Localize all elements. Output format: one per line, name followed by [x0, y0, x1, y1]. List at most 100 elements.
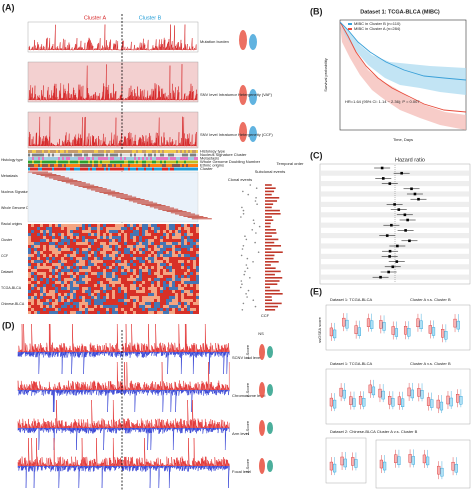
ccf-bar	[265, 248, 272, 250]
heat-cell	[121, 254, 124, 257]
annotation-cell	[146, 150, 148, 153]
heat-cell	[133, 293, 136, 296]
title: Hazard ratio	[395, 157, 425, 163]
heat-cell	[118, 293, 121, 296]
ccf-bar	[265, 235, 272, 237]
heat-cell	[154, 248, 157, 251]
heat-cell	[97, 257, 100, 260]
heat-cell	[88, 245, 91, 248]
box	[391, 398, 395, 407]
annotation-cell	[130, 164, 132, 167]
heat-cell	[160, 278, 163, 281]
heat-cell	[43, 278, 46, 281]
heat-cell	[184, 251, 187, 254]
heat-cell	[73, 287, 76, 290]
annotation-cell	[160, 160, 162, 164]
heat-cell	[67, 302, 70, 305]
heat-cell	[127, 272, 130, 275]
heat-cell	[190, 263, 193, 266]
heat-cell	[175, 245, 178, 248]
heat-cell	[160, 293, 163, 296]
heat-cell	[181, 245, 184, 248]
annotation-cell	[120, 164, 122, 167]
annotation-cell	[52, 150, 54, 153]
heat-cell	[115, 302, 118, 305]
heat-cell	[169, 266, 172, 269]
heat-cell	[169, 242, 172, 245]
heat-cell	[148, 245, 151, 248]
heat-cell	[151, 251, 154, 254]
heat-cell	[118, 239, 121, 242]
heat-cell	[193, 260, 196, 263]
heat-cell	[145, 260, 148, 263]
heat-cell	[97, 236, 100, 239]
heat-cell	[79, 251, 82, 254]
heat-cell	[151, 311, 154, 314]
heat-cell	[34, 236, 37, 239]
annotation-cell	[188, 167, 190, 171]
box	[420, 390, 424, 399]
heat-cell	[103, 227, 106, 230]
heat-cell	[178, 236, 181, 239]
heat-cell	[109, 239, 112, 242]
annotation-cell	[78, 160, 80, 164]
heat-cell	[49, 251, 52, 254]
annotation-cell	[102, 157, 104, 160]
heat-cell	[136, 266, 139, 269]
heat-cell	[160, 257, 163, 260]
violin	[259, 458, 265, 474]
heat-cell	[91, 251, 94, 254]
heat-cell	[166, 251, 169, 254]
heat-cell	[178, 305, 181, 308]
annotation-cell	[72, 167, 74, 171]
heat-cell	[121, 293, 124, 296]
heat-cell	[172, 263, 175, 266]
heat-cell	[61, 308, 64, 311]
heat-cell	[61, 302, 64, 305]
heat-cell	[136, 242, 139, 245]
annotation-cell	[158, 150, 160, 153]
annotation-cell	[76, 160, 78, 164]
heat-cell	[172, 251, 175, 254]
ccf-bar	[265, 264, 271, 266]
heat-cell	[169, 248, 172, 251]
heat-cell	[124, 233, 127, 236]
heat-cell	[124, 308, 127, 311]
heat-cell	[196, 230, 199, 233]
heat-cell	[55, 266, 58, 269]
heat-cell	[175, 263, 178, 266]
heat-cell	[166, 269, 169, 272]
heat-cell	[67, 281, 70, 284]
annotation-cell	[152, 153, 154, 157]
heat-cell	[148, 284, 151, 287]
heat-cell	[94, 284, 97, 287]
heat-cell	[151, 236, 154, 239]
heat-cell	[136, 275, 139, 278]
annotation-cell	[130, 153, 132, 157]
heat-cell	[166, 305, 169, 308]
event-dot	[255, 232, 257, 234]
heat-cell	[85, 290, 88, 293]
ccf-bar	[265, 193, 272, 196]
heat-cell	[151, 245, 154, 248]
heat-cell	[100, 242, 103, 245]
heat-cell	[151, 293, 154, 296]
heat-cell	[88, 233, 91, 236]
heat-cell	[100, 230, 103, 233]
heat-cell	[79, 272, 82, 275]
annotation-cell	[40, 153, 42, 157]
heat-cell	[34, 260, 37, 263]
heat-cell	[178, 269, 181, 272]
ccf-bar	[265, 254, 275, 257]
annotation-cell	[126, 150, 128, 153]
point	[400, 171, 403, 175]
heat-cell	[106, 263, 109, 266]
heat-cell	[133, 305, 136, 308]
heat-cell	[109, 236, 112, 239]
heat-cell	[178, 296, 181, 299]
heat-cell	[142, 290, 145, 293]
ccf-bar	[265, 293, 283, 295]
heat-cell	[103, 263, 106, 266]
heat-cell	[34, 287, 37, 290]
heat-cell	[94, 224, 97, 227]
